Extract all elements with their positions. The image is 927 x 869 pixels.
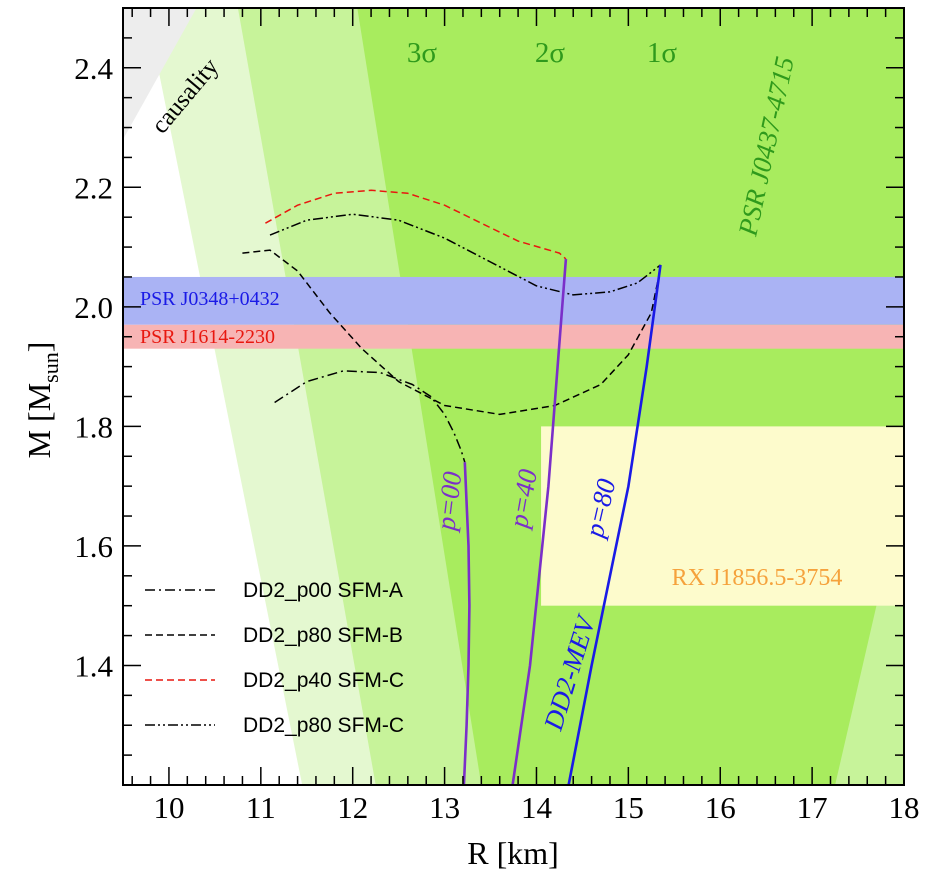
x-tick-label: 15	[613, 790, 644, 825]
x-tick-label: 18	[889, 790, 920, 825]
x-tick-label: 12	[337, 790, 368, 825]
background-regions	[123, 8, 904, 785]
series-line-0	[274, 370, 466, 463]
series-line-3	[269, 213, 661, 296]
psr-j0348-band	[123, 276, 904, 325]
causality-region	[123, 8, 197, 140]
legend: DD2_p00 SFM-A DD2_p80 SFM-B DD2_p40 SFM-…	[145, 579, 404, 737]
y-axis-title-main: M [M	[21, 383, 57, 459]
legend-label-1: DD2_p80 SFM-B	[243, 624, 403, 647]
y-tick-label: 2.2	[74, 170, 113, 205]
series-line-5	[511, 258, 568, 785]
sigma1-label: 1σ	[647, 37, 678, 69]
y-tick-label: 2.4	[74, 51, 113, 86]
ticks: 10 11 12 13 14 15 16 17 18 1.4 1.6 1.8 2.0 2.2 2.4	[74, 7, 920, 825]
sigma2-label: 2σ	[535, 37, 566, 69]
sigma3-label: 3σ	[407, 37, 438, 69]
series-layer	[242, 189, 662, 785]
psr-j0348-label: PSR J0348+0432	[140, 288, 280, 310]
x-tick-label: 17	[797, 790, 828, 825]
x-tick-label: 14	[521, 790, 553, 825]
psr-j1614-band	[123, 324, 904, 349]
y-axis-title: M [Msun]	[21, 342, 63, 459]
y-tick-label: 1.4	[74, 648, 113, 683]
y-axis-title-sub: sun	[38, 352, 63, 383]
y-axis-title-close: ]	[21, 342, 57, 353]
psr-j1614-label: PSR J1614-2230	[140, 326, 275, 348]
legend-label-2: DD2_p40 SFM-C	[243, 669, 404, 692]
legend-label-0: DD2_p00 SFM-A	[243, 579, 403, 602]
legend-label-3: DD2_p80 SFM-C	[243, 714, 404, 737]
x-axis-title: R [km]	[467, 835, 559, 869]
y-tick-label: 2.0	[74, 290, 113, 325]
x-tick-label: 11	[246, 790, 276, 825]
series-line-1	[242, 249, 662, 416]
x-tick-label: 13	[429, 790, 460, 825]
x-tick-label: 16	[705, 790, 736, 825]
series-line-4	[462, 462, 471, 785]
series-line-6	[567, 264, 662, 785]
rx-j1856-label: RX J1856.5-3754	[672, 565, 843, 591]
series-line-2	[265, 189, 567, 260]
y-tick-label: 1.8	[74, 409, 113, 444]
y-tick-label: 1.6	[74, 529, 113, 564]
rx-j1856-box	[541, 426, 904, 606]
x-tick-label: 10	[153, 790, 184, 825]
p00-label: p=00	[430, 469, 467, 533]
